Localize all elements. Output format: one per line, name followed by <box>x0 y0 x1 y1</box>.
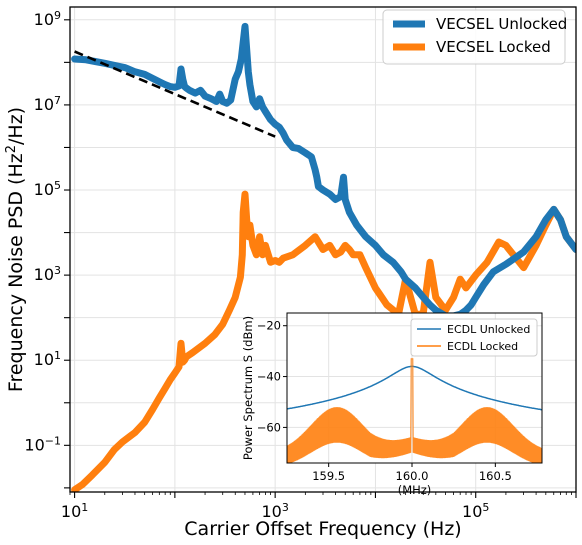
y-tick-label-base: 10 <box>34 10 54 29</box>
y-axis-label-superscript: 2 <box>4 145 19 153</box>
inset-series-line-ecdl-locked <box>287 358 542 463</box>
inset-legend: ECDL Unlocked ECDL Locked <box>410 318 538 357</box>
y-axis-label-main: Frequency Noise PSD (Hz <box>5 153 27 392</box>
inset-x-tick-label: 159.5 <box>312 469 345 483</box>
inset-y-axis-label: Power Spectrum S (dBm) <box>241 316 255 460</box>
inset-legend-label-locked: ECDL Locked <box>447 340 518 353</box>
inset-y-tick-label: −60 <box>257 420 281 434</box>
y-tick-label-base: 10 <box>24 435 44 454</box>
inset-plot: 159.5 160.0 160.5 −20 −40 −60 (MHz) Power Sp… <box>241 312 543 497</box>
series-line-vecsel-locked <box>71 190 576 492</box>
fit-line-dashed <box>74 50 276 138</box>
y-tick-label-exponent: 1 <box>54 349 61 362</box>
y-tick-label: 103 <box>34 264 61 285</box>
y-tick-label-exponent: 9 <box>54 8 61 21</box>
inset-series-lines <box>287 358 542 463</box>
y-tick-label-exponent: 5 <box>54 179 61 192</box>
inset-x-ticks: 159.5 160.0 160.5 <box>312 463 512 483</box>
inset-frame <box>286 312 543 464</box>
y-tick-label: 109 <box>34 8 61 29</box>
x-tick-label-exponent: 1 <box>81 501 88 514</box>
y-axis-label-tail: /Hz) <box>5 107 27 145</box>
y-tick-label: 101 <box>34 349 61 370</box>
x-tick-label-base: 10 <box>462 502 482 521</box>
x-axis-label: Carrier Offset Frequency (Hz) <box>184 518 461 540</box>
y-tick-label-base: 10 <box>34 95 54 114</box>
y-tick-label-exponent: 7 <box>54 93 61 106</box>
legend-label-locked: VECSEL Locked <box>436 38 551 56</box>
main-x-ticks: 101 103 105 <box>61 492 577 522</box>
inset-y-tick-label: −20 <box>257 319 281 333</box>
inset-x-tick-label: 160.5 <box>479 469 512 483</box>
series-line-vecsel-unlocked <box>71 22 576 320</box>
y-tick-label-base: 10 <box>34 265 54 284</box>
y-tick-label: 107 <box>34 93 61 114</box>
x-tick-label-base: 10 <box>261 502 281 521</box>
y-tick-label: 10−1 <box>24 434 61 455</box>
x-tick-label-exponent: 3 <box>282 501 289 514</box>
x-tick-label-exponent: 5 <box>482 501 489 514</box>
inset-x-axis-label: (MHz) <box>398 483 432 497</box>
y-tick-label-base: 10 <box>34 180 54 199</box>
inset-legend-box <box>410 318 538 357</box>
x-tick-label: 103 <box>261 501 288 522</box>
y-tick-label-exponent: 3 <box>54 264 61 277</box>
inset-series-line-ecdl-unlocked <box>287 365 542 411</box>
y-tick-label-exponent: −1 <box>45 434 61 447</box>
y-axis-label: Frequency Noise PSD (Hz2/Hz) <box>4 107 28 392</box>
x-tick-label-base: 10 <box>61 502 81 521</box>
y-tick-label-base: 10 <box>34 350 54 369</box>
x-tick-label: 101 <box>61 501 88 522</box>
inset-x-tick-label: 160.0 <box>396 469 429 483</box>
main-legend: VECSEL Unlocked VECSEL Locked <box>382 9 567 65</box>
inset-y-ticks: −20 −40 −60 <box>257 319 287 434</box>
inset-y-tick-label: −40 <box>257 370 281 384</box>
inset-legend-label-unlocked: ECDL Unlocked <box>447 323 530 336</box>
y-tick-label: 105 <box>34 179 61 200</box>
main-legend-box <box>382 9 566 65</box>
legend-label-unlocked: VECSEL Unlocked <box>436 15 567 33</box>
x-tick-label: 105 <box>462 501 489 522</box>
